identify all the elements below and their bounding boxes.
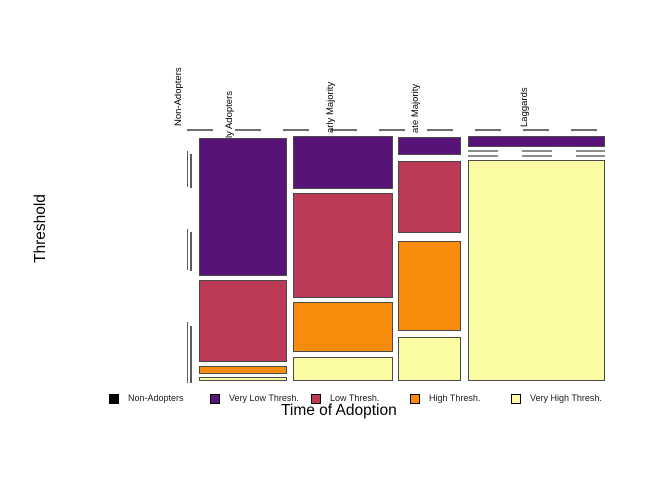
non-adopters-row-dash [187,129,605,131]
cell-laggards-very-high-thresh [468,160,605,381]
cell-late-majority-very-high-thresh [398,337,461,381]
cell-late-majority-low-thresh [398,161,461,233]
cell-early-majority-high-thresh [293,302,393,352]
non-adopters-col-dash [190,232,192,271]
cell-early-adopters-low-thresh [199,280,287,362]
cell-early-adopters-very-low-thresh [199,138,287,276]
cell-early-adopters-very-high-thresh [199,377,287,381]
cell-early-majority-very-low-thresh [293,136,393,189]
x-axis-title: Time of Adoption [281,402,397,419]
cell-early-majority-very-high-thresh [293,357,393,381]
laggards-low-thresh-dash [468,150,605,152]
cell-early-adopters-high-thresh [199,366,287,374]
cell-late-majority-very-low-thresh [398,137,461,155]
non-adopters-col-dash [186,229,188,270]
cell-laggards-very-low-thresh [468,136,605,147]
non-adopters-col-dash [186,322,188,383]
non-adopters-col-dash [190,326,192,383]
laggards-high-thresh-dash [468,154,605,157]
cell-late-majority-high-thresh [398,241,461,331]
non-adopters-col-dash [190,154,192,188]
cell-early-majority-low-thresh [293,193,393,298]
non-adopters-col-dash [186,151,188,187]
